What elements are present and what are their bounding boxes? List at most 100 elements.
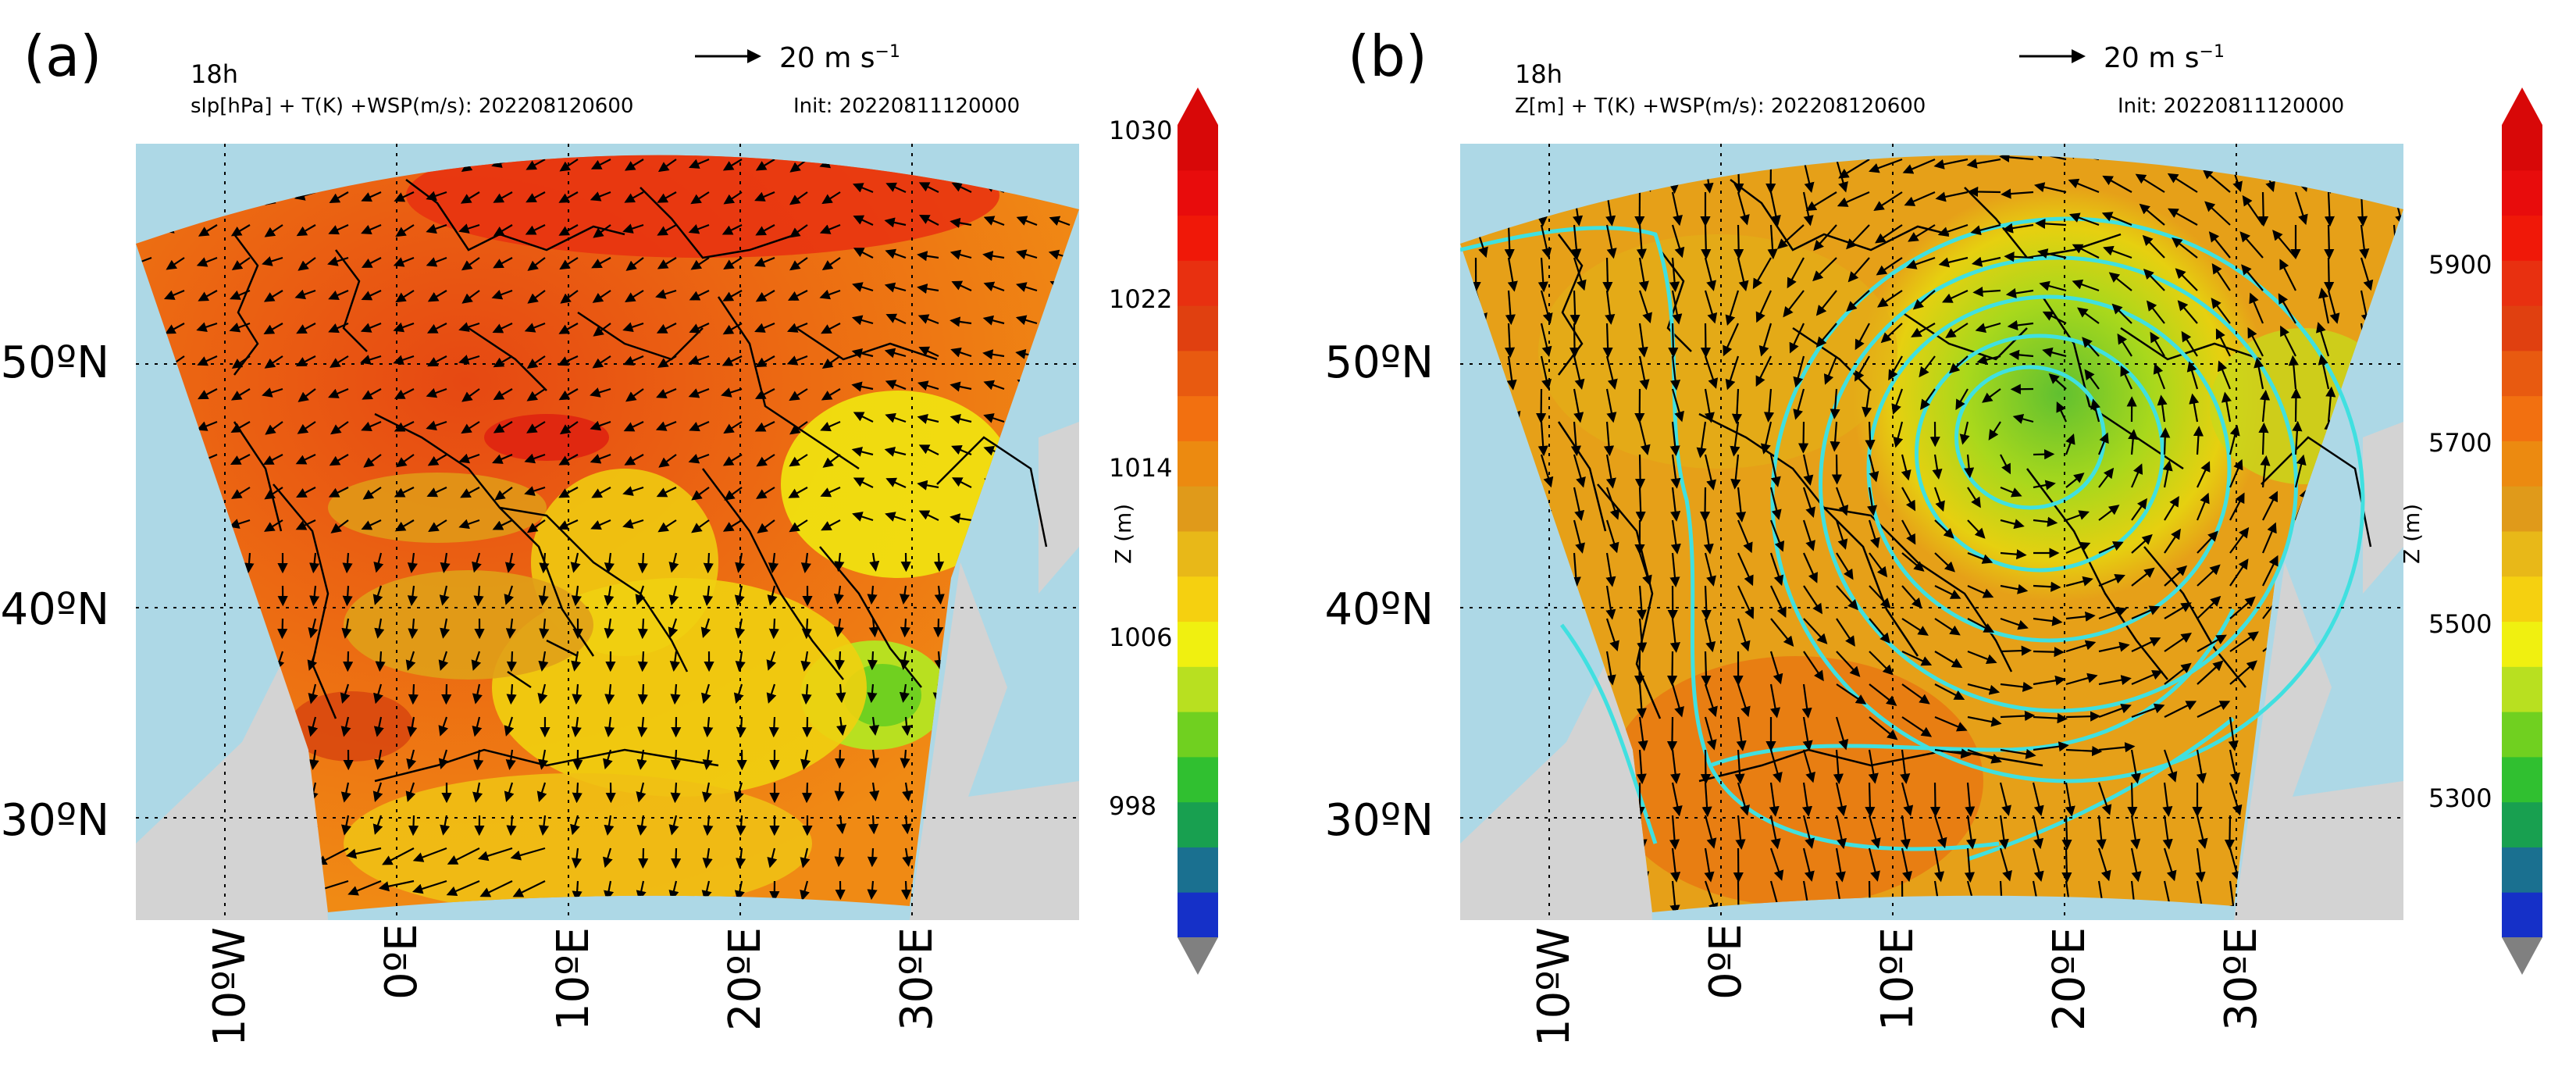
wind-vector-b — [2077, 307, 2100, 324]
wind-vector-b — [1802, 519, 1815, 551]
wind-vector-a — [836, 716, 847, 736]
wind-vector-b — [1802, 454, 1814, 486]
wind-vector-b — [1638, 552, 1652, 587]
wind-vector-b — [2325, 386, 2336, 423]
wind-vector-a — [510, 847, 546, 861]
wind-vector-b — [2000, 583, 2029, 594]
wind-vector-b — [1934, 585, 1961, 599]
wind-vector-b — [1737, 618, 1751, 652]
wind-vector-b — [2033, 516, 2058, 527]
wind-vector-a — [375, 651, 386, 673]
wind-vector-b — [1934, 618, 1961, 636]
wind-vector-b — [2258, 422, 2269, 455]
wind-vector-a — [230, 224, 251, 237]
wind-vector-b — [1932, 454, 1943, 480]
wind-vector-a — [868, 716, 879, 736]
wind-vector-b — [2139, 203, 2165, 226]
wind-vector-b — [1975, 322, 2001, 334]
wind-vector-b — [2229, 660, 2257, 685]
wind-vector-b — [1803, 585, 1823, 615]
wind-vector-a — [393, 355, 415, 366]
wind-vector-a — [372, 585, 383, 605]
wind-vector-b — [2164, 565, 2188, 587]
wind-vector-a — [950, 217, 972, 228]
wind-vector-a — [512, 880, 546, 897]
wind-vector-b — [1637, 716, 1648, 751]
wind-vector-b — [2012, 413, 2034, 424]
wind-vector-a — [918, 510, 939, 521]
wind-vector-b — [2098, 607, 2128, 620]
wind-vector-b — [1934, 683, 1965, 701]
panel-b-cb-tick-5500: 5500 — [2428, 609, 2492, 639]
wind-vector-a — [394, 519, 415, 532]
wind-vector-b — [1605, 519, 1619, 554]
wind-vector-b — [2128, 429, 2139, 455]
geopotential-contours-b — [1460, 216, 2365, 862]
wind-vector-a — [756, 487, 775, 499]
panel-b-lat-40: 40ºN — [1324, 584, 1434, 635]
wind-vector-a — [592, 355, 611, 369]
wind-vector-b — [1935, 191, 1969, 202]
wind-vector-a — [821, 519, 841, 531]
panel-b-colorbar-segment — [2502, 756, 2542, 803]
panel-b-colorbar-segment — [2502, 305, 2542, 351]
wind-vector-b — [2164, 496, 2179, 521]
wind-vector-b — [2177, 300, 2198, 324]
wind-vector-a — [426, 191, 447, 202]
wind-vector-a — [625, 388, 644, 402]
wind-vector-b — [1967, 487, 1981, 508]
wind-vector-b — [2033, 615, 2063, 626]
wind-vector-b — [1934, 715, 1968, 732]
wind-vector-a — [690, 257, 710, 270]
wind-vector-b — [2033, 449, 2055, 460]
wind-vector-a — [868, 815, 879, 835]
wind-vector-a — [918, 346, 939, 357]
wind-vector-b — [1671, 782, 1683, 817]
wind-vector-a — [636, 815, 647, 836]
wind-vector-b — [1802, 716, 1813, 751]
wind-vector-a — [755, 355, 775, 368]
wind-vector-a — [885, 248, 907, 259]
wind-vector-b — [2033, 182, 2067, 194]
wind-vector-a — [277, 618, 288, 640]
wind-vector-a — [407, 552, 418, 573]
wind-vector-a — [933, 618, 944, 638]
wind-vector-b — [2181, 330, 2198, 357]
wind-vector-b — [1945, 323, 1969, 338]
wind-vector-b — [1901, 519, 1916, 545]
wind-vector-b — [2037, 248, 2067, 259]
panel-a-colorbar-segment — [1178, 712, 1218, 758]
panel-a-colorbar-segment — [1178, 441, 1218, 487]
wind-vector-b — [1770, 585, 1787, 618]
panel-b-description: Z[m] + T(K) +WSP(m/s): 202208120600 — [1515, 95, 1926, 118]
panel-a-cb-tick-1014: 1014 — [1109, 453, 1173, 483]
wind-vector-b — [1701, 651, 1712, 687]
wind-vector-b — [1730, 454, 1741, 490]
wind-vector-a — [867, 651, 878, 671]
wind-vector-a — [900, 618, 910, 638]
wind-vector-a — [378, 879, 415, 892]
wind-vector-b — [2218, 360, 2232, 390]
wind-vector-a — [917, 251, 939, 262]
wind-vector-a — [461, 388, 480, 402]
wind-vector-b — [1869, 716, 1898, 740]
wind-vector-b — [2202, 168, 2231, 193]
wind-vector-b — [2247, 326, 2264, 357]
panel-a-colorbar-segment — [1178, 169, 1218, 216]
wind-vector-a — [735, 651, 746, 672]
wind-vector-b — [1605, 290, 1616, 325]
wind-vector-a — [538, 815, 550, 836]
wind-vector-a — [951, 182, 972, 193]
wind-vector-a — [590, 191, 611, 202]
wind-vector-b — [1704, 257, 1716, 291]
wind-vector-b — [1669, 618, 1680, 653]
wind-vector-b — [2072, 244, 2100, 259]
wind-vector-a — [492, 519, 513, 530]
wind-vector-b — [2160, 427, 2171, 455]
wind-vector-a — [527, 257, 546, 271]
wind-vector-b — [1504, 224, 1515, 260]
wind-vector-a — [230, 421, 251, 433]
wind-vector-b — [2254, 357, 2264, 390]
wind-vector-b — [1901, 487, 1916, 512]
wind-vector-a — [786, 355, 808, 366]
